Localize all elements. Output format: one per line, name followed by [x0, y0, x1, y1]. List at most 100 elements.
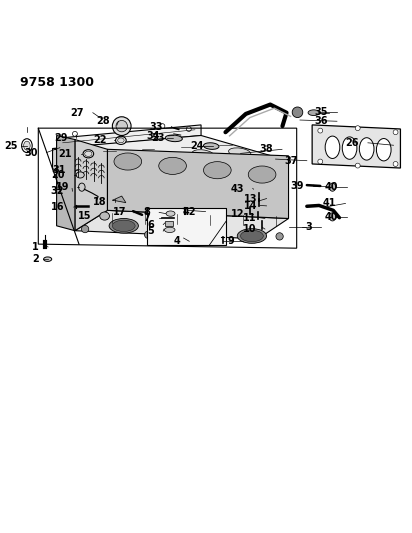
Polygon shape — [75, 140, 108, 231]
Text: 26: 26 — [345, 138, 359, 148]
Polygon shape — [53, 135, 274, 169]
Ellipse shape — [166, 211, 175, 216]
Text: 2: 2 — [33, 254, 39, 264]
Circle shape — [116, 120, 127, 132]
Circle shape — [160, 124, 165, 128]
Ellipse shape — [194, 225, 224, 240]
Text: 27: 27 — [70, 108, 84, 118]
Ellipse shape — [152, 222, 181, 237]
Circle shape — [276, 233, 283, 240]
Polygon shape — [56, 135, 75, 231]
Ellipse shape — [118, 138, 124, 143]
Ellipse shape — [164, 227, 175, 232]
Ellipse shape — [308, 110, 319, 116]
Polygon shape — [56, 125, 201, 149]
Text: 15: 15 — [78, 211, 91, 221]
Polygon shape — [113, 196, 126, 203]
Text: 39: 39 — [290, 181, 304, 190]
Circle shape — [145, 231, 152, 238]
Ellipse shape — [44, 257, 52, 261]
Ellipse shape — [192, 150, 214, 159]
Ellipse shape — [248, 166, 276, 183]
Text: 3: 3 — [305, 222, 312, 232]
Text: 35: 35 — [314, 107, 328, 117]
Ellipse shape — [204, 143, 219, 149]
Circle shape — [318, 159, 323, 164]
Ellipse shape — [82, 155, 104, 165]
Text: 7: 7 — [143, 213, 150, 223]
Text: 41: 41 — [323, 198, 337, 208]
Text: 17: 17 — [113, 207, 126, 216]
Ellipse shape — [77, 167, 83, 174]
Circle shape — [73, 132, 77, 136]
Ellipse shape — [165, 135, 183, 142]
Text: 6: 6 — [147, 220, 154, 230]
Circle shape — [393, 130, 398, 135]
Text: 31: 31 — [52, 165, 66, 175]
Circle shape — [393, 161, 398, 166]
Text: 5: 5 — [147, 226, 154, 236]
Text: 23: 23 — [151, 133, 164, 143]
Text: 25: 25 — [5, 141, 18, 151]
Ellipse shape — [83, 150, 94, 158]
Text: 9758 1300: 9758 1300 — [20, 76, 94, 89]
Ellipse shape — [116, 136, 126, 144]
Circle shape — [212, 235, 219, 241]
Bar — [165, 221, 173, 226]
Circle shape — [318, 128, 323, 133]
Text: 24: 24 — [190, 141, 204, 151]
Ellipse shape — [359, 138, 374, 160]
Ellipse shape — [241, 230, 263, 241]
Text: 4: 4 — [173, 236, 180, 246]
Ellipse shape — [329, 183, 336, 191]
Circle shape — [355, 126, 360, 131]
Ellipse shape — [180, 208, 186, 212]
Ellipse shape — [177, 207, 188, 214]
Ellipse shape — [109, 219, 138, 233]
Text: 8: 8 — [143, 207, 150, 217]
Text: 1: 1 — [33, 242, 39, 252]
Ellipse shape — [76, 172, 84, 178]
Circle shape — [82, 225, 89, 233]
Ellipse shape — [198, 227, 220, 238]
Text: 32: 32 — [50, 186, 63, 196]
Ellipse shape — [155, 151, 178, 161]
Ellipse shape — [100, 212, 110, 220]
Ellipse shape — [119, 154, 141, 163]
Text: 40: 40 — [325, 212, 338, 222]
Ellipse shape — [21, 139, 32, 152]
Polygon shape — [53, 149, 126, 190]
Polygon shape — [126, 157, 274, 190]
Text: 10: 10 — [243, 224, 256, 234]
Bar — [147, 208, 226, 245]
Ellipse shape — [23, 141, 30, 150]
Ellipse shape — [79, 183, 85, 191]
Polygon shape — [75, 211, 288, 239]
Ellipse shape — [229, 148, 251, 157]
Polygon shape — [312, 125, 400, 168]
Ellipse shape — [325, 136, 340, 158]
Text: 16: 16 — [51, 202, 65, 212]
Text: 37: 37 — [284, 156, 298, 166]
Text: 22: 22 — [93, 135, 106, 146]
Text: 36: 36 — [314, 116, 328, 126]
Text: 33: 33 — [149, 122, 162, 132]
Text: 28: 28 — [96, 116, 110, 126]
Text: 34: 34 — [146, 131, 159, 141]
Text: 42: 42 — [183, 207, 197, 216]
Ellipse shape — [329, 213, 336, 221]
Text: 21: 21 — [58, 149, 72, 159]
Text: 19: 19 — [56, 182, 70, 192]
Ellipse shape — [155, 223, 178, 235]
Circle shape — [186, 126, 191, 132]
Text: 29: 29 — [54, 133, 68, 143]
Text: 13: 13 — [244, 193, 258, 204]
Text: 14: 14 — [244, 201, 258, 211]
Polygon shape — [108, 149, 288, 219]
Circle shape — [292, 107, 303, 118]
Text: 12: 12 — [231, 209, 245, 220]
Ellipse shape — [237, 229, 267, 243]
Text: 38: 38 — [260, 144, 273, 155]
Text: 40: 40 — [325, 182, 338, 192]
Circle shape — [112, 117, 131, 135]
